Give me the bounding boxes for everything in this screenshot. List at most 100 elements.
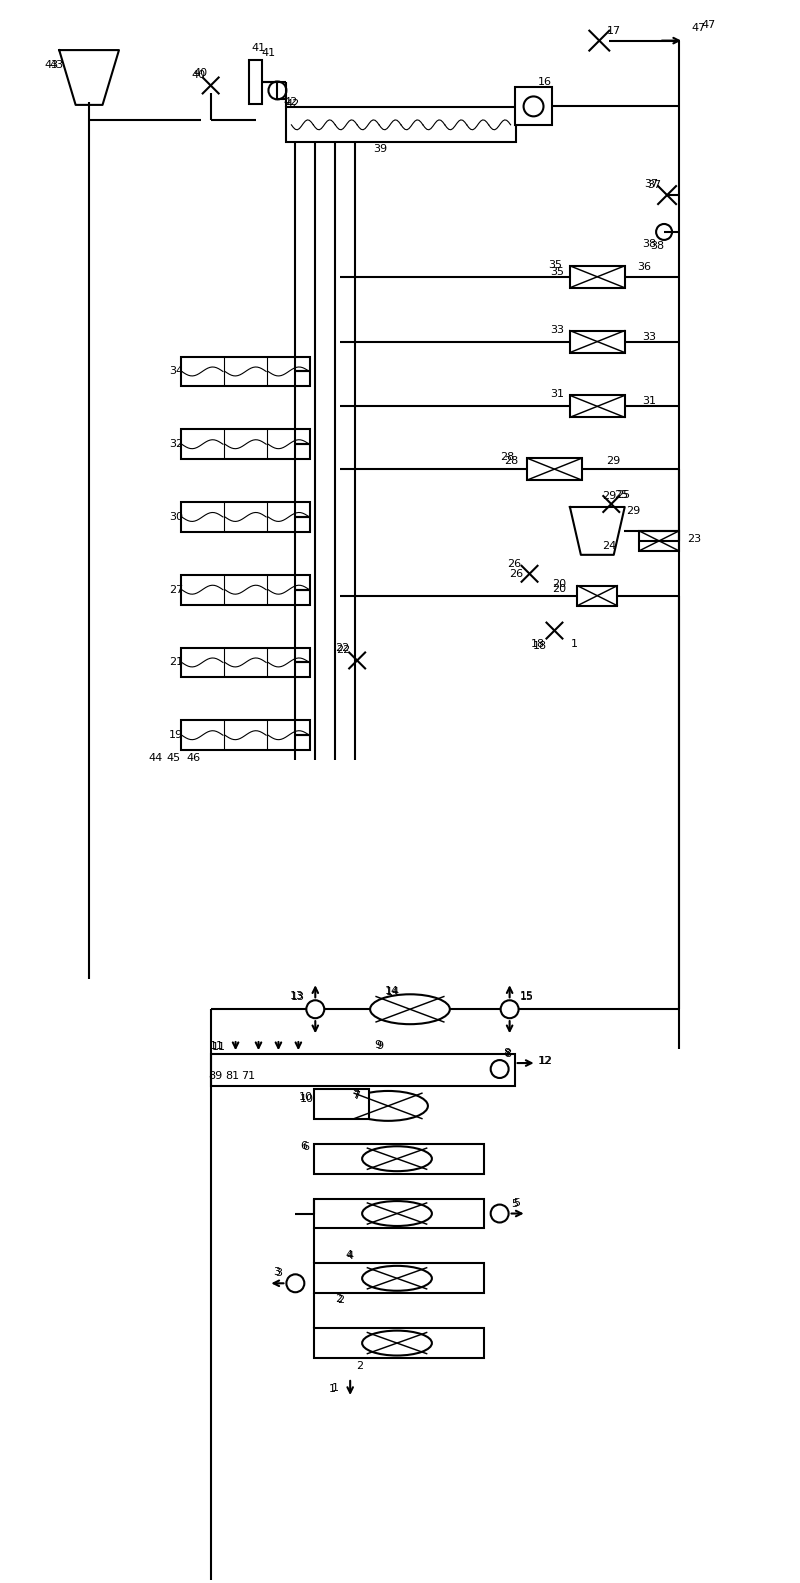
Text: 1: 1: [329, 1384, 336, 1395]
Text: 46: 46: [186, 754, 201, 763]
Text: 43: 43: [44, 60, 58, 70]
Text: 35: 35: [549, 260, 562, 269]
Text: 8: 8: [503, 1048, 510, 1057]
Text: 37: 37: [647, 180, 661, 190]
Text: 2: 2: [357, 1361, 364, 1371]
Bar: [286, 108, 515, 142]
Text: 6: 6: [300, 1141, 307, 1151]
Text: 12: 12: [538, 1056, 551, 1065]
Text: 4: 4: [346, 1252, 354, 1262]
Text: 29: 29: [626, 507, 640, 516]
Text: 37: 37: [644, 179, 658, 188]
Bar: [249, 60, 262, 104]
Text: 14: 14: [386, 988, 400, 997]
Text: 5: 5: [513, 1198, 520, 1208]
Text: 15: 15: [519, 993, 534, 1002]
Text: 9: 9: [377, 1042, 384, 1051]
Text: 20: 20: [552, 579, 566, 589]
Text: 41: 41: [251, 43, 266, 52]
Text: 13: 13: [290, 993, 304, 1002]
Text: 29: 29: [606, 456, 620, 465]
Text: 41: 41: [262, 47, 275, 57]
Bar: [181, 356, 310, 386]
Text: 19: 19: [169, 730, 183, 741]
Text: 39: 39: [373, 144, 387, 154]
Bar: [639, 530, 679, 551]
Text: 38: 38: [650, 241, 664, 250]
Ellipse shape: [362, 1266, 432, 1290]
Text: 10: 10: [300, 1094, 314, 1103]
Text: 29: 29: [602, 491, 616, 502]
Bar: [570, 331, 625, 353]
Text: 34: 34: [169, 366, 183, 377]
Text: 40: 40: [194, 68, 208, 78]
Ellipse shape: [362, 1331, 432, 1355]
Text: 43: 43: [49, 60, 63, 70]
Ellipse shape: [348, 1091, 428, 1121]
Text: 14: 14: [385, 986, 399, 996]
Text: 47: 47: [702, 19, 716, 30]
Bar: [181, 647, 310, 678]
Bar: [314, 1089, 369, 1119]
Circle shape: [269, 81, 286, 100]
Bar: [570, 266, 625, 288]
Bar: [210, 1054, 514, 1086]
Text: 71: 71: [242, 1072, 255, 1081]
Text: 22: 22: [336, 646, 350, 655]
Text: 45: 45: [166, 754, 181, 763]
Bar: [314, 1145, 484, 1173]
Circle shape: [490, 1061, 509, 1078]
Ellipse shape: [362, 1146, 432, 1171]
Bar: [314, 1328, 484, 1358]
Circle shape: [523, 97, 543, 117]
Text: 25: 25: [616, 491, 630, 500]
Text: 20: 20: [552, 584, 566, 594]
Text: 26: 26: [507, 559, 522, 568]
Text: 9: 9: [374, 1040, 382, 1050]
Text: 44: 44: [149, 754, 163, 763]
Text: 28: 28: [501, 453, 514, 462]
Text: 33: 33: [550, 325, 565, 334]
Text: 31: 31: [642, 396, 656, 407]
Text: 35: 35: [550, 268, 565, 277]
Text: 33: 33: [642, 331, 656, 342]
Text: 18: 18: [533, 641, 546, 651]
Circle shape: [501, 1000, 518, 1018]
Text: 21: 21: [169, 657, 183, 668]
Bar: [527, 457, 582, 480]
Text: 16: 16: [538, 78, 551, 87]
Text: 25: 25: [614, 491, 628, 500]
Text: 42: 42: [283, 98, 298, 108]
Text: 47: 47: [692, 22, 706, 33]
Text: 31: 31: [550, 389, 565, 399]
Circle shape: [306, 1000, 324, 1018]
Text: 6: 6: [302, 1141, 309, 1152]
Text: 1: 1: [332, 1384, 338, 1393]
Text: 7: 7: [351, 1091, 358, 1100]
Text: 12: 12: [538, 1056, 553, 1065]
Text: 5: 5: [511, 1198, 518, 1208]
Text: 2: 2: [337, 1295, 344, 1306]
Circle shape: [656, 223, 672, 241]
Circle shape: [490, 1205, 509, 1222]
Bar: [314, 1198, 484, 1228]
Text: 7: 7: [354, 1091, 361, 1100]
Text: 18: 18: [530, 638, 545, 649]
Bar: [578, 586, 618, 606]
Text: 38: 38: [642, 239, 656, 249]
Text: 23: 23: [687, 533, 701, 545]
Bar: [181, 575, 310, 605]
Text: 36: 36: [637, 261, 651, 272]
Text: 2: 2: [334, 1295, 342, 1304]
Bar: [314, 1263, 484, 1293]
Text: 26: 26: [510, 568, 524, 579]
Text: 40: 40: [192, 71, 206, 81]
Text: 28: 28: [505, 456, 518, 465]
Text: 13: 13: [290, 991, 303, 1002]
Text: 42: 42: [286, 100, 299, 109]
Ellipse shape: [370, 994, 450, 1024]
Text: 4: 4: [346, 1251, 353, 1260]
Circle shape: [286, 1274, 304, 1292]
Text: 10: 10: [299, 1092, 314, 1102]
Bar: [514, 87, 553, 125]
